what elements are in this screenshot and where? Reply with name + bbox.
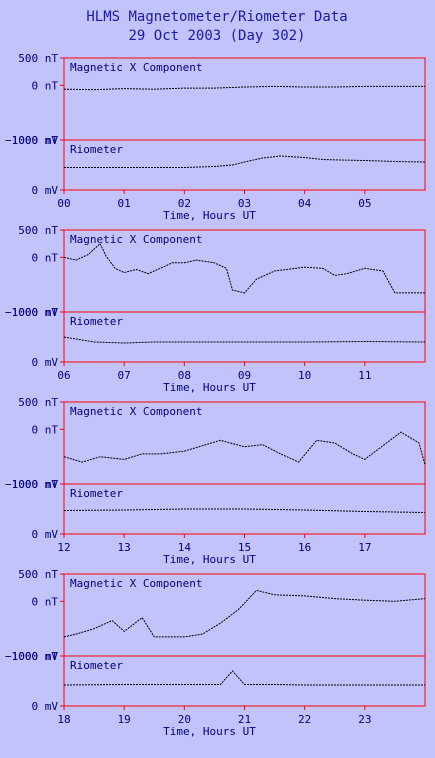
riometer-series-line	[63, 670, 425, 686]
riometer-panel-label: Riometer	[70, 143, 123, 156]
x-axis-label: Time, Hours UT	[163, 725, 256, 738]
riometer-series-line	[63, 508, 426, 513]
magnetometer-panel-label: Magnetic X Component	[70, 233, 202, 246]
rio-y-tick-label: 0 mV	[32, 356, 59, 369]
chart-panels: Magnetic X Component 500 nT 0 nT −1000 nT Ri…	[5, 52, 426, 738]
x-tick-label: 08	[178, 369, 191, 382]
x-tick-label: 07	[118, 369, 131, 382]
rio-y-tick-label: 1000 mV	[12, 306, 59, 319]
mag-y-tick-label: −1000 nT	[5, 650, 58, 663]
mag-y-tick-label: 0 nT	[32, 79, 59, 92]
segment-2: Magnetic X Component 500 nT 0 nT −1000 nT Ri…	[5, 396, 426, 566]
x-tick-label: 17	[358, 541, 371, 554]
x-axis-label: Time, Hours UT	[163, 209, 256, 222]
x-tick-label: 01	[118, 197, 131, 210]
magnetometer-series-line	[63, 589, 426, 638]
mag-y-tick-label: −1000 nT	[5, 306, 58, 319]
x-tick-label: 18	[57, 713, 70, 726]
mag-y-tick-label: 0 nT	[32, 423, 59, 436]
rio-y-tick-label: 1000 mV	[12, 134, 59, 147]
chart-subtitle: 29 Oct 2003 (Day 302)	[128, 28, 305, 44]
mag-y-tick-label: 500 nT	[18, 568, 58, 581]
segment-3: Magnetic X Component 500 nT 0 nT −1000 nT Ri…	[5, 568, 426, 738]
x-tick-label: 06	[57, 369, 70, 382]
magnetometer-panel-label: Magnetic X Component	[70, 405, 202, 418]
mag-y-tick-label: −1000 nT	[5, 134, 58, 147]
x-tick-label: 22	[298, 713, 311, 726]
x-tick-label: 16	[298, 541, 311, 554]
rio-y-tick-label: 0 mV	[32, 528, 59, 541]
magnetometer-panel-label: Magnetic X Component	[70, 61, 202, 74]
riometer-panel-label: Riometer	[70, 315, 123, 328]
x-tick-label: 15	[238, 541, 251, 554]
x-tick-label: 10	[298, 369, 311, 382]
mag-y-tick-label: 0 nT	[32, 251, 59, 264]
mag-y-tick-label: 0 nT	[32, 595, 59, 608]
rio-y-tick-label: 0 mV	[32, 700, 59, 713]
mag-y-tick-label: 500 nT	[18, 52, 58, 65]
segment-0: Magnetic X Component 500 nT 0 nT −1000 nT Ri…	[5, 52, 426, 222]
mag-y-tick-label: −1000 nT	[5, 478, 58, 491]
magnetometer-series-line	[63, 85, 425, 91]
rio-y-tick-label: 1000 mV	[12, 650, 59, 663]
x-tick-label: 13	[118, 541, 131, 554]
x-tick-label: 21	[238, 713, 251, 726]
x-tick-label: 09	[238, 369, 251, 382]
x-tick-label: 14	[178, 541, 192, 554]
x-axis-label: Time, Hours UT	[163, 553, 256, 566]
rio-y-tick-label: 0 mV	[32, 184, 59, 197]
segment-1: Magnetic X Component 500 nT 0 nT −1000 nT Ri…	[5, 224, 426, 394]
magnetometer-panel-label: Magnetic X Component	[70, 577, 202, 590]
riometer-panel-label: Riometer	[70, 487, 123, 500]
x-tick-label: 04	[298, 197, 312, 210]
chart-title: HLMS Magnetometer/Riometer Data	[86, 9, 347, 25]
mag-y-tick-label: 500 nT	[18, 224, 58, 237]
x-tick-label: 03	[238, 197, 251, 210]
mag-y-tick-label: 500 nT	[18, 396, 58, 409]
x-tick-label: 23	[358, 713, 371, 726]
x-tick-label: 05	[358, 197, 371, 210]
x-tick-label: 19	[118, 713, 131, 726]
x-tick-label: 20	[178, 713, 191, 726]
riometer-panel-label: Riometer	[70, 659, 123, 672]
magnetometer-series-line	[63, 242, 425, 294]
x-tick-label: 00	[57, 197, 70, 210]
x-axis-label: Time, Hours UT	[163, 381, 256, 394]
x-tick-label: 11	[358, 369, 371, 382]
magnetometer-series-line	[63, 431, 426, 466]
riometer-series-line	[64, 155, 426, 168]
rio-y-tick-label: 1000 mV	[12, 478, 59, 491]
x-tick-label: 02	[178, 197, 191, 210]
riometer-series-line	[63, 336, 426, 344]
x-tick-label: 12	[57, 541, 70, 554]
